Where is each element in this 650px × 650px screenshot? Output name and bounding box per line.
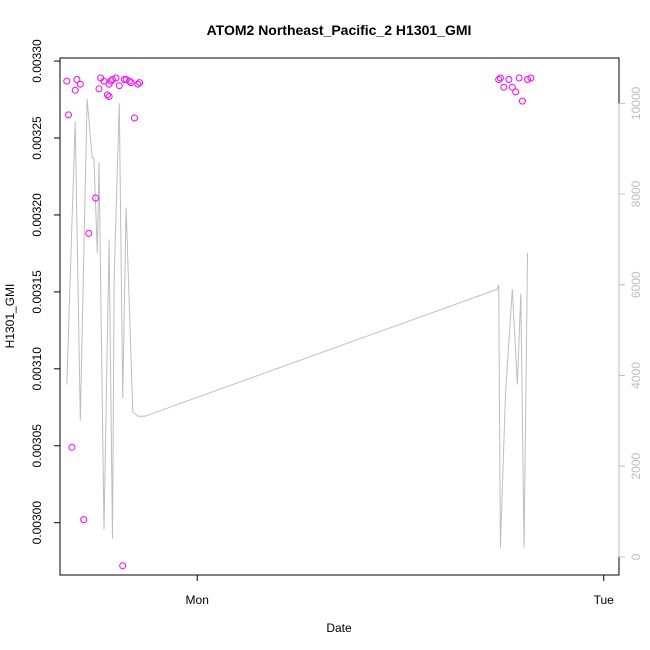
data-point — [122, 76, 130, 83]
data-point — [127, 79, 135, 87]
y-tick-label: 0.00315 — [30, 270, 44, 314]
line-series — [66, 98, 528, 548]
data-point — [105, 93, 113, 100]
data-point — [496, 74, 504, 82]
data-point — [134, 80, 142, 88]
y-tick-label: 0.00330 — [30, 39, 44, 83]
y2-tick-label: 0 — [629, 553, 643, 560]
data-point — [136, 79, 144, 87]
y-tick-label: 0.00305 — [30, 424, 44, 468]
scatter-series — [63, 74, 535, 570]
y2-tick-label: 6000 — [629, 271, 643, 298]
data-point — [85, 229, 93, 237]
data-point — [92, 194, 100, 202]
data-point — [126, 77, 133, 85]
data-point — [71, 86, 79, 94]
x-tick-label: Mon — [186, 593, 209, 607]
y2-tick-label: 8000 — [629, 180, 643, 207]
y2-tick-label: 4000 — [629, 362, 643, 389]
data-point — [73, 76, 81, 83]
data-point — [515, 74, 523, 82]
data-point — [115, 82, 123, 90]
data-point — [508, 83, 516, 91]
x-axis-label: Date — [326, 621, 352, 635]
chart-title: ATOM2 Northeast_Pacific_2 H1301_GMI — [207, 22, 472, 38]
data-point — [95, 85, 103, 93]
data-point — [512, 88, 520, 96]
data-point — [107, 77, 115, 85]
data-point — [68, 443, 76, 451]
data-point — [500, 83, 508, 91]
data-point — [109, 76, 116, 83]
data-point — [63, 77, 71, 85]
data-point — [119, 562, 127, 570]
y2-tick-label: 10000 — [629, 86, 643, 120]
data-point — [103, 91, 111, 99]
y-tick-label: 0.00300 — [30, 501, 44, 545]
data-point — [131, 114, 138, 122]
data-point — [495, 76, 503, 83]
data-point — [80, 516, 88, 524]
y-tick-label: 0.00310 — [30, 347, 44, 391]
x-tick-label: Tue — [594, 593, 615, 607]
data-point — [100, 77, 108, 85]
y-tick-label: 0.00320 — [30, 193, 44, 237]
y-axis-label: H1301_GMI — [3, 284, 17, 349]
data-point — [524, 76, 531, 83]
y-tick-label: 0.00325 — [30, 116, 44, 160]
data-point — [505, 76, 513, 83]
data-point — [76, 80, 84, 88]
axes: 0.00300 0.00305 0.00310 0.00315 0.00320 0.003… — [30, 39, 643, 607]
y2-tick-label: 2000 — [629, 452, 643, 479]
data-point — [518, 97, 526, 105]
data-point — [112, 74, 120, 82]
data-point — [65, 111, 72, 119]
series-line — [66, 98, 528, 548]
data-point — [527, 74, 535, 82]
